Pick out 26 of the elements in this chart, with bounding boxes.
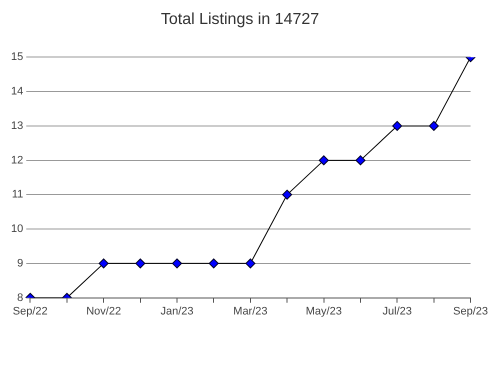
y-tick-label: 12 — [10, 154, 24, 166]
chart-title: Total Listings in 14727 — [160, 11, 320, 28]
point — [208, 258, 219, 268]
y-tick-label: 15 — [10, 51, 24, 64]
point — [355, 155, 366, 166]
y-tick-label: 10 — [10, 223, 24, 236]
point — [135, 258, 146, 268]
point — [245, 258, 256, 268]
point — [392, 120, 402, 131]
y-tick-label: 8 — [17, 292, 24, 304]
x-tick-label: Jan/23 — [160, 305, 194, 318]
point — [318, 155, 329, 166]
x-tick-label: Nov/22 — [86, 305, 122, 318]
y-tick-label: 13 — [10, 120, 24, 132]
y-tick-label: 9 — [17, 257, 24, 270]
y-tick-label: 11 — [12, 188, 24, 201]
y-tick-label: 14 — [10, 86, 24, 98]
x-tick-label: Mar/23 — [233, 305, 268, 318]
x-tick-label: Jul/23 — [382, 305, 412, 318]
x-tick-label: Sep/22 — [12, 305, 48, 318]
x-tick-label: Sep/23 — [453, 305, 488, 318]
point — [282, 190, 292, 200]
point — [428, 120, 439, 131]
point — [98, 258, 109, 268]
x-tick-label: May/23 — [306, 305, 342, 318]
point — [172, 258, 182, 268]
